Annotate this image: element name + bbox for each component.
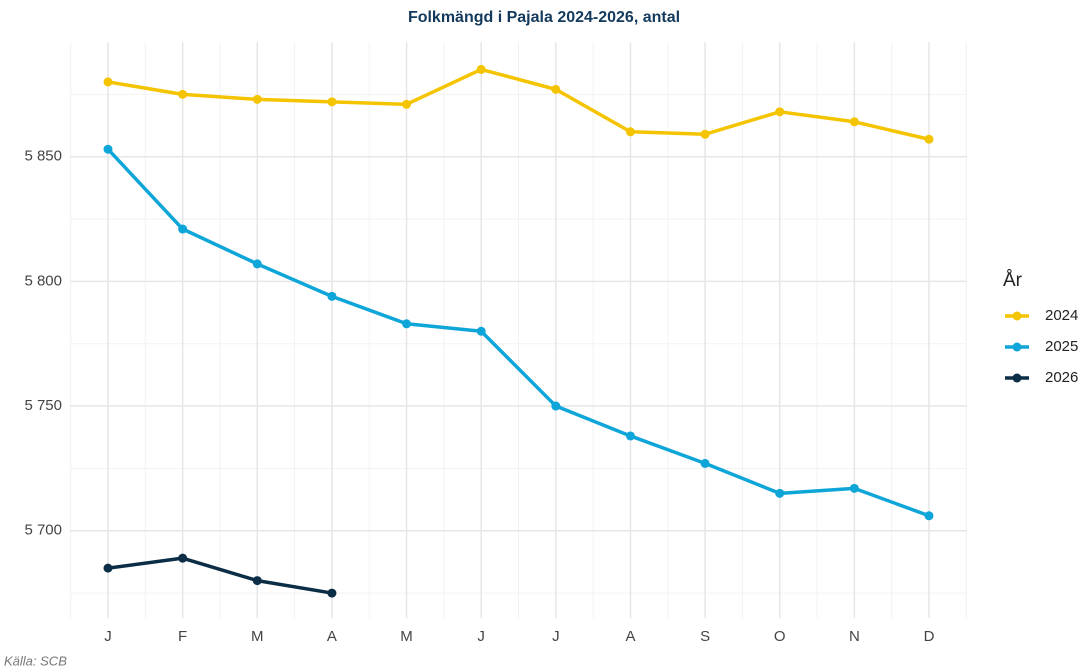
data-point [252, 94, 262, 104]
data-point [327, 97, 337, 107]
legend-title: År [1003, 270, 1023, 291]
series-line [107, 67, 930, 141]
x-tick-label: J [552, 628, 560, 645]
data-point [551, 84, 561, 94]
legend-label: 2024 [1045, 307, 1078, 324]
data-point [103, 563, 113, 573]
legend-key-point [1012, 342, 1022, 352]
x-tick-label: J [104, 628, 112, 645]
data-point [327, 588, 337, 598]
x-tick-label: F [178, 628, 187, 645]
x-tick-label: M [251, 628, 264, 645]
data-point [849, 117, 859, 127]
x-tick-label: A [327, 628, 337, 645]
legend-label: 2025 [1045, 338, 1078, 355]
data-point [775, 488, 785, 498]
data-point [625, 431, 635, 441]
x-tick-label: D [924, 628, 935, 645]
data-point [551, 401, 561, 411]
series-line [106, 148, 930, 518]
x-tick-label: N [849, 628, 860, 645]
x-tick-label: M [400, 628, 413, 645]
caption: Källa: SCB [4, 653, 67, 668]
data-point [924, 134, 934, 144]
x-tick-label: O [774, 628, 786, 645]
data-point [924, 511, 934, 521]
x-tick-label: J [477, 628, 485, 645]
data-point [252, 259, 262, 269]
data-point [178, 553, 188, 563]
data-point [103, 144, 113, 154]
legend-key-point [1012, 373, 1022, 383]
data-point [700, 458, 710, 468]
x-tick-label: A [625, 628, 635, 645]
data-point [476, 326, 486, 336]
series-line [107, 556, 333, 595]
legend-label: 2026 [1045, 369, 1078, 386]
data-point [402, 99, 412, 109]
y-tick-label: 5 850 [24, 148, 62, 165]
y-tick-label: 5 750 [24, 397, 62, 414]
x-tick-label: S [700, 628, 710, 645]
data-point [775, 107, 785, 117]
data-point [402, 319, 412, 329]
data-point [103, 77, 113, 87]
y-tick-label: 5 700 [24, 522, 62, 539]
legend-key-point [1012, 311, 1022, 321]
data-point [700, 129, 710, 139]
data-point [252, 576, 262, 586]
data-point [178, 89, 188, 99]
data-point [849, 483, 859, 493]
data-point [327, 291, 337, 301]
chart-title: Folkmängd i Pajala 2024-2026, antal [408, 9, 680, 26]
y-tick-label: 5 800 [24, 272, 62, 289]
data-point [625, 127, 635, 137]
data-point [476, 64, 486, 74]
data-point [178, 224, 188, 234]
